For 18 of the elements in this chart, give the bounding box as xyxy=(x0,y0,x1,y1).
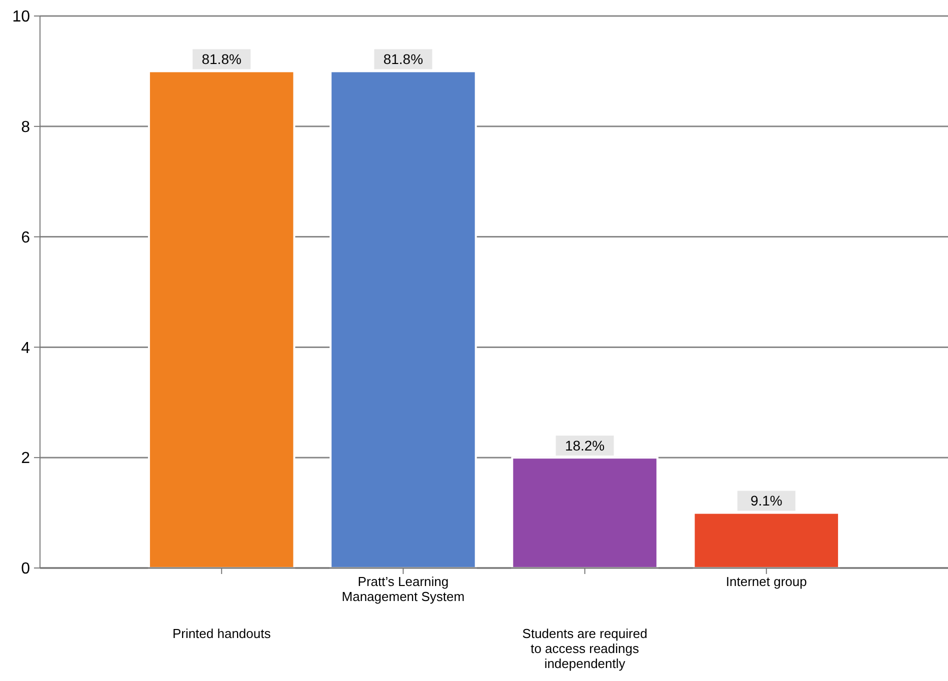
annotation: 18.2% xyxy=(564,438,605,454)
annotation: 81.8% xyxy=(383,51,424,68)
bar xyxy=(692,512,840,569)
annotation: 81.8% xyxy=(202,51,242,68)
y-tick-label: 0 xyxy=(21,560,30,578)
y-tick-label: 8 xyxy=(21,119,30,136)
x-tick-label: Pratt’s Learning Management System xyxy=(342,574,465,604)
annotation: 9.1% xyxy=(750,492,782,509)
bar xyxy=(330,70,477,569)
y-tick-label: 4 xyxy=(21,340,30,357)
y-tick-label: 6 xyxy=(21,229,30,246)
x-tick-label: Internet group xyxy=(726,574,807,589)
bar xyxy=(511,456,658,569)
y-tick-label: 10 xyxy=(12,8,30,26)
x-tick-label: Printed handouts xyxy=(172,626,272,641)
bar xyxy=(148,70,296,569)
x-tick-label: Students are required to access readings independently xyxy=(522,626,648,671)
y-tick-label: 2 xyxy=(21,450,30,468)
